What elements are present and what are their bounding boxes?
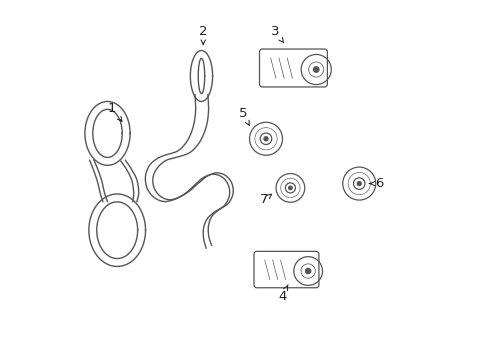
Text: 5: 5 [238, 107, 249, 126]
Text: 4: 4 [277, 285, 287, 303]
Circle shape [288, 186, 291, 190]
Text: 3: 3 [270, 25, 283, 43]
Circle shape [305, 269, 310, 274]
Circle shape [313, 67, 318, 72]
Text: 7: 7 [260, 193, 271, 206]
Text: 2: 2 [199, 25, 207, 44]
Text: 1: 1 [107, 102, 122, 121]
Circle shape [357, 181, 361, 186]
Text: 6: 6 [368, 177, 383, 190]
Circle shape [264, 137, 267, 141]
